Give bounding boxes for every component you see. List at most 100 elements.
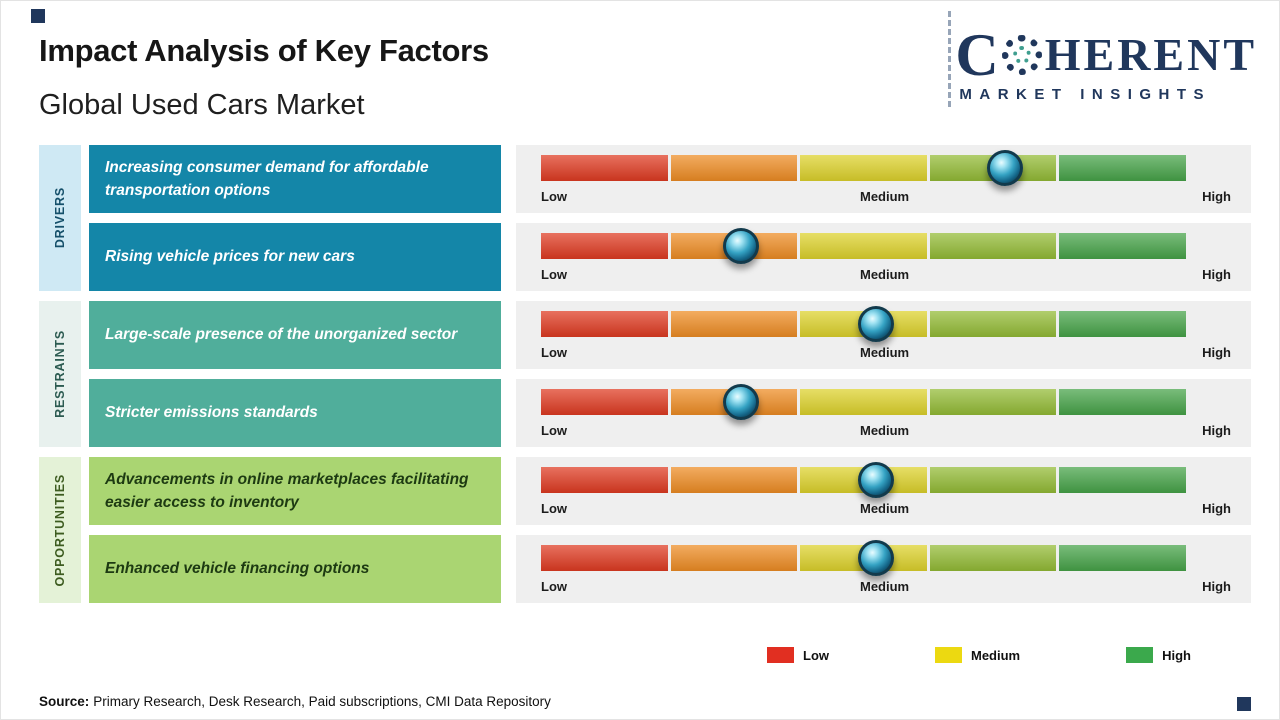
impact-marker [722, 228, 759, 264]
bar-segment [929, 389, 1057, 415]
bar-segment [1059, 233, 1186, 259]
impact-scale-row: Low Medium High [516, 379, 1251, 447]
factor-text: Large-scale presence of the unorganized … [105, 326, 458, 344]
brand-logo: C HERENT MARKET INSIGHTS [955, 22, 1257, 103]
category-label-drivers: DRIVERS [53, 187, 67, 249]
factor-text: Enhanced vehicle financing options [105, 560, 370, 578]
corner-accent-top-left [31, 9, 45, 23]
page-title: Impact Analysis of Key Factors [39, 33, 489, 68]
bar-segment [541, 467, 668, 493]
factor-box: Increasing consumer demand for affordabl… [89, 145, 501, 213]
scale-label-low: Low [541, 423, 567, 438]
bar-segment [1059, 311, 1186, 337]
bar-segment [541, 311, 668, 337]
category-strip-opportunities: OPPORTUNITIES [39, 457, 81, 603]
scale-label-low: Low [541, 579, 567, 594]
impact-scale-bar [541, 155, 1186, 181]
impact-marker [722, 384, 759, 420]
scale-label-high: High [1202, 267, 1231, 282]
impact-marker [858, 306, 895, 342]
factor-box: Stricter emissions standards [89, 379, 501, 447]
bar-segment [929, 233, 1057, 259]
category-strip-restraints: RESTRAINTS [39, 301, 81, 447]
impact-marker [858, 462, 895, 498]
bar-segment [1059, 389, 1186, 415]
impact-scale-bar [541, 389, 1186, 415]
legend-swatch-low [767, 647, 794, 663]
source-label: Source: [39, 694, 90, 709]
brand-tagline: MARKET INSIGHTS [959, 86, 1212, 103]
logo-letter-c: C [955, 22, 999, 88]
bar-segment [670, 467, 798, 493]
bar-segment [670, 311, 798, 337]
bar-segment [1059, 545, 1186, 571]
impact-scale-bar [541, 311, 1186, 337]
legend-swatch-medium [934, 647, 962, 663]
bar-segment [929, 545, 1057, 571]
scale-label-high: High [1202, 423, 1231, 438]
scale-label-high: High [1202, 579, 1231, 594]
logo-divider [948, 11, 951, 107]
scale-label-medium: Medium [859, 189, 910, 204]
factor-box: Large-scale presence of the unorganized … [89, 301, 501, 369]
impact-scale-bar [541, 233, 1186, 259]
scale-label-high: High [1202, 345, 1231, 360]
scale-label-high: High [1202, 501, 1231, 516]
factor-text: Rising vehicle prices for new cars [105, 248, 355, 266]
bar-segment [929, 467, 1057, 493]
bar-segment [800, 389, 927, 415]
legend-label-low: Low [803, 647, 829, 663]
bar-segment [1059, 467, 1186, 493]
factor-box: Rising vehicle prices for new cars [89, 223, 501, 291]
corner-accent-bottom-right [1237, 697, 1251, 711]
factor-box: Enhanced vehicle financing options [89, 535, 501, 603]
bar-segment [929, 311, 1057, 337]
impact-scale-row: Low Medium High [516, 457, 1251, 525]
category-label-opportunities: OPPORTUNITIES [53, 473, 67, 587]
scale-label-medium: Medium [859, 501, 910, 516]
factor-text: Stricter emissions standards [105, 404, 318, 422]
legend-item-low: Low [767, 647, 829, 663]
page-subtitle: Global Used Cars Market [39, 89, 365, 121]
scale-label-low: Low [541, 501, 567, 516]
bar-segment [800, 233, 927, 259]
legend-swatch-high [1126, 647, 1154, 663]
logo-letters-herent: HERENT [1044, 29, 1257, 80]
impact-marker [858, 540, 895, 576]
scale-label-medium: Medium [859, 345, 910, 360]
scale-label-medium: Medium [859, 579, 910, 594]
legend-item-medium: Medium [934, 647, 1021, 663]
scale-label-low: Low [541, 345, 567, 360]
factor-text: Increasing consumer demand for affordabl… [105, 158, 429, 199]
bar-segment [541, 233, 668, 259]
impact-scale-row: Low Medium High [516, 223, 1251, 291]
bar-segment [541, 545, 668, 571]
scale-label-low: Low [541, 189, 567, 204]
impact-scale-row: Low Medium High [516, 145, 1251, 213]
impact-scale-row: Low Medium High [516, 301, 1251, 369]
category-label-restraints: RESTRAINTS [53, 330, 67, 418]
brand-wordmark: C HERENT [955, 22, 1257, 88]
bar-segment [541, 155, 668, 181]
factor-box: Advancements in online marketplaces faci… [89, 457, 501, 525]
impact-scale-row: Low Medium High [516, 535, 1251, 603]
legend-label-medium: Medium [970, 647, 1021, 663]
bar-segment [670, 155, 798, 181]
source-line: Source: Primary Research, Desk Research, … [39, 694, 551, 709]
bar-segment [1059, 155, 1186, 181]
factor-text: Advancements in online marketplaces faci… [105, 470, 469, 511]
legend: Low Medium High [767, 647, 1191, 663]
category-strip-drivers: DRIVERS [39, 145, 81, 291]
legend-item-high: High [1126, 647, 1191, 663]
scale-label-medium: Medium [859, 423, 910, 438]
impact-marker [987, 150, 1024, 186]
scale-label-low: Low [541, 267, 567, 282]
bar-segment [541, 389, 668, 415]
legend-label-high: High [1162, 647, 1191, 663]
logo-dotted-o-icon [1001, 35, 1042, 75]
bar-segment [670, 545, 798, 571]
scale-label-medium: Medium [859, 267, 910, 282]
bar-segment [800, 155, 927, 181]
source-text: Primary Research, Desk Research, Paid su… [93, 694, 551, 709]
